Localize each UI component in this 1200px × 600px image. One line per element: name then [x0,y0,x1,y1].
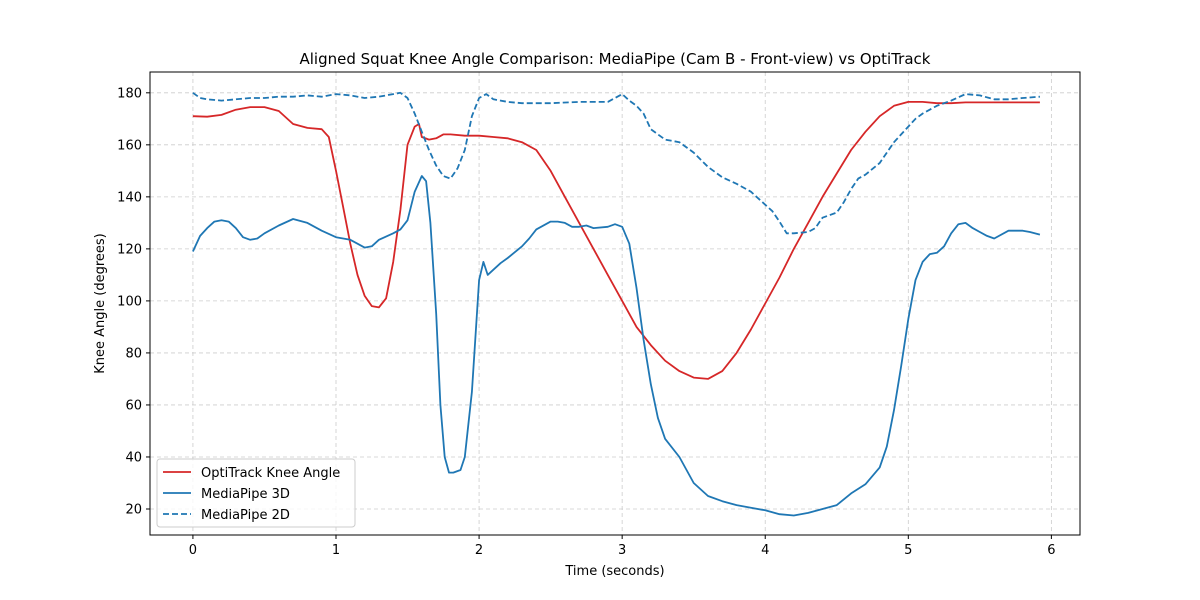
legend: OptiTrack Knee Angle MediaPipe 3D MediaP… [156,458,356,528]
y-tick-label: 100 [117,294,142,309]
x-tick-label: 1 [332,543,340,558]
y-tick-label: 160 [117,138,142,153]
legend-label-optitrack: OptiTrack Knee Angle [201,466,340,481]
series-mediapipe-2d-line [192,91,1040,235]
x-tick-label: 2 [475,543,483,558]
ticks: 0 1 2 3 4 5 6 20 40 60 80 100 120 140 160 180 [117,86,1055,558]
series-layer [192,91,1041,517]
legend-label-mediapipe-2d: MediaPipe 2D [201,508,290,523]
x-axis-label: Time (seconds) [564,564,664,579]
legend-box [156,458,356,528]
x-tick-label: 5 [904,543,912,558]
legend-label-mediapipe-3d: MediaPipe 3D [201,487,290,502]
x-tick-label: 3 [618,543,626,558]
y-tick-label: 40 [125,450,142,465]
plot-frame [149,71,1081,536]
series-mediapipe-3d-line [192,175,1041,517]
y-tick-label: 20 [125,502,142,517]
x-tick-label: 0 [189,543,197,558]
y-tick-label: 180 [117,86,142,101]
y-tick-label: 140 [117,190,142,205]
series-optitrack-line [192,101,1040,380]
y-axis-label: Knee Angle (degrees) [93,233,108,374]
y-tick-label: 60 [125,398,142,413]
x-tick-label: 6 [1047,543,1055,558]
y-tick-label: 120 [117,242,142,257]
x-tick-label: 4 [761,543,769,558]
y-tick-label: 80 [125,346,142,361]
chart-title: Aligned Squat Knee Angle Comparison: Med… [300,50,931,68]
